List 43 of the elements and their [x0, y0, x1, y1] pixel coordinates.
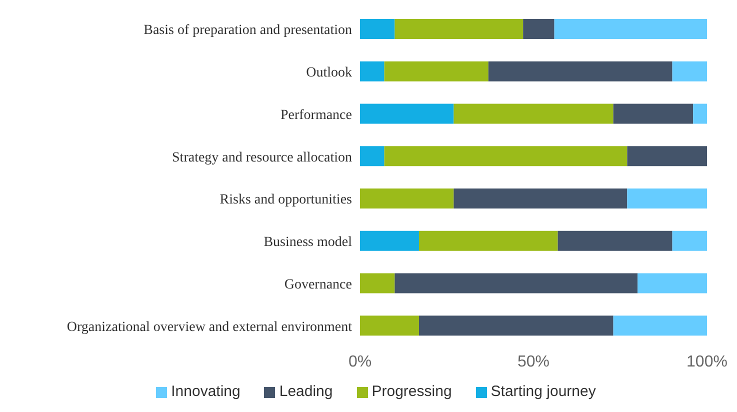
legend-label: Innovating: [171, 383, 240, 400]
bar: [488, 61, 672, 82]
bar: [360, 316, 419, 336]
y-tick-label: Risks and opportunities: [220, 192, 352, 208]
bar: [638, 273, 707, 294]
x-tick-label: 100%: [686, 353, 728, 370]
bar: [360, 19, 395, 40]
y-tick-label: Strategy and resource allocation: [172, 150, 352, 166]
bar: [672, 61, 707, 82]
bar: [360, 61, 384, 82]
bar: [394, 273, 638, 294]
bar: [523, 19, 554, 40]
x-tick-label: 0%: [348, 353, 372, 370]
bar: [360, 273, 395, 294]
y-tick-label: Governance: [284, 277, 352, 292]
bar: [672, 230, 707, 251]
bar: [360, 104, 454, 124]
y-tick-label: Performance: [280, 108, 352, 123]
bar: [418, 316, 614, 336]
bar: [554, 19, 707, 40]
legend-label: Starting journey: [490, 383, 596, 400]
bar: [360, 230, 419, 251]
bar: [418, 230, 558, 251]
bar: [613, 104, 694, 124]
y-tick-label: Outlook: [306, 66, 352, 81]
bar: [384, 61, 488, 82]
bar: [384, 146, 628, 166]
x-tick-label: 50%: [517, 353, 550, 370]
y-tick-label: Organizational overview and external environment: [66, 320, 352, 335]
bar: [613, 316, 707, 336]
bar: [627, 146, 707, 166]
legend-label: Leading: [279, 383, 333, 400]
bar: [454, 188, 628, 209]
y-tick-label: Basis of preparation and presentation: [144, 23, 352, 38]
bar: [627, 188, 707, 209]
bar: [693, 104, 707, 124]
bar: [360, 146, 384, 166]
bar: [394, 19, 524, 40]
bar: [454, 104, 614, 124]
y-tick-label: Business model: [264, 235, 352, 250]
legend-label: Progressing: [372, 383, 452, 400]
bar: [360, 188, 454, 209]
bar: [558, 230, 672, 251]
